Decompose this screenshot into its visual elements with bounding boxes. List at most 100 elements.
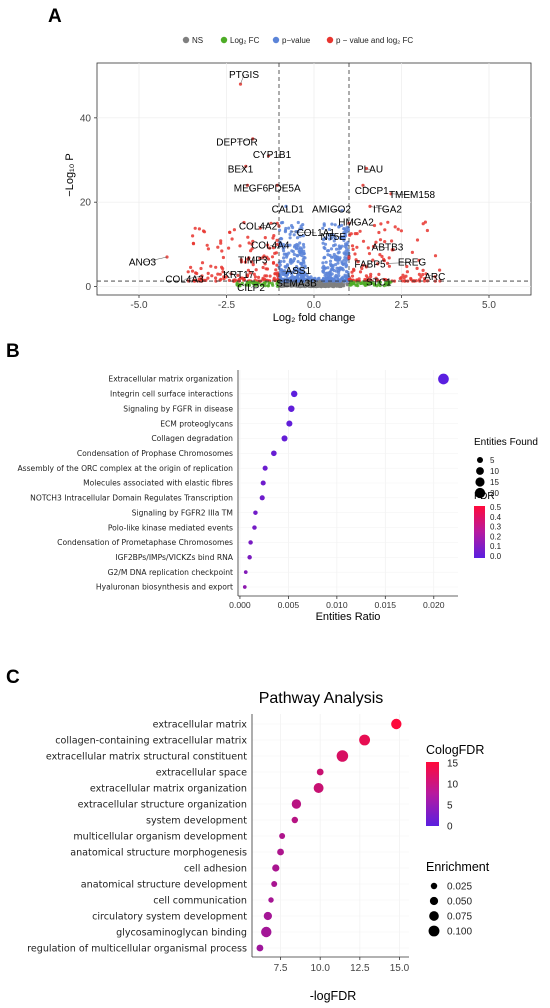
volcano-point [332, 268, 336, 273]
gene-label-NT5E: NT5E [320, 232, 346, 243]
gene-label-AMIGO2: AMIGO2 [312, 205, 351, 216]
volcano-point [324, 260, 328, 264]
volcano-point [266, 284, 270, 288]
point-c-1 [359, 734, 371, 746]
gene-label-ARC: ARC [424, 272, 445, 283]
volcano-point [284, 271, 288, 275]
volcano-point [387, 283, 391, 287]
category-b-13: G2/M DNA replication checkpoint [108, 568, 233, 577]
gene-connector-COL4A4 [270, 244, 278, 246]
volcano-point [372, 223, 377, 228]
volcano-point [298, 279, 302, 283]
volcano-point [415, 266, 419, 270]
panel-b-letter: B [6, 341, 20, 362]
volcano-point [415, 238, 420, 242]
volcano-point [342, 262, 346, 266]
volcano-point [336, 255, 340, 259]
category-b-2: Signaling by FGFR in disease [123, 404, 233, 413]
volcano-point [357, 277, 361, 281]
legend-a-label-2: p−value [282, 36, 311, 45]
volcano-point [340, 266, 344, 270]
volcano-point [298, 250, 302, 254]
volcano-point [264, 274, 269, 278]
gene-connector-STC1 [366, 279, 379, 283]
volcano-point [242, 220, 246, 225]
point-c-7 [279, 833, 286, 839]
category-c-5: extracellular structure organization [78, 799, 247, 810]
legend-c-size-swatch-3 [428, 925, 440, 937]
volcano-point [382, 277, 386, 282]
panel-c-category-labels: extracellular matrix collagen-containing … [27, 719, 247, 954]
volcano-point [303, 273, 307, 277]
category-c-4: extracellular matrix organization [90, 783, 247, 794]
legend-b-color-title: FDR [474, 491, 495, 502]
gene-connector-CILP2 [250, 282, 259, 288]
volcano-point [336, 261, 340, 265]
gene-connector-CALD1 [285, 206, 288, 210]
volcano-point [321, 261, 325, 265]
legend-c-size-label-2: 0.075 [447, 912, 472, 923]
gene-connector-COL4A3 [184, 275, 203, 280]
volcano-point [337, 247, 341, 251]
gene-label-CALD1: CALD1 [272, 205, 305, 216]
legend-a-label-3: p − value and log₂ FC [336, 36, 413, 45]
category-c-12: circulatory system development [92, 911, 247, 922]
gene-connector-CYP1B1 [268, 154, 273, 157]
category-b-10: Polo-like kinase mediated events [108, 523, 233, 532]
gene-connector-PDE5A [277, 185, 285, 189]
volcano-point [288, 243, 292, 247]
volcano-point [204, 278, 208, 282]
volcano-point [284, 204, 288, 208]
volcano-point [347, 221, 351, 225]
category-b-9: Signaling by FGFR2 IIIa TM [132, 508, 233, 517]
legend-b-size-swatch-3 [474, 487, 486, 499]
category-c-2: extracellular matrix structural constitu… [46, 751, 247, 762]
panel-b-gridlines [238, 370, 458, 596]
volcano-point [342, 227, 346, 231]
volcano-point [323, 242, 328, 246]
tick-label-c-x-1: 10.0 [310, 963, 330, 974]
volcano-point [271, 283, 275, 287]
point-c-8 [277, 848, 284, 856]
volcano-point [400, 279, 404, 283]
volcano-point [387, 264, 391, 268]
panel-c-x-axis-label: -logFDR [310, 989, 357, 1003]
volcano-point [424, 272, 428, 276]
point-c-9 [272, 864, 280, 872]
volcano-point [422, 279, 427, 283]
volcano-point [326, 249, 331, 253]
gene-label-PDE5A: PDE5A [268, 184, 301, 195]
volcano-point [286, 243, 290, 247]
volcano-point [421, 268, 425, 272]
volcano-point [383, 240, 387, 244]
volcano-point [275, 242, 279, 246]
volcano-point [258, 226, 262, 230]
point-c-0 [391, 718, 402, 730]
legend-a-swatch-1 [220, 36, 228, 44]
volcano-point [289, 258, 293, 262]
gene-label-ANO3: ANO3 [129, 257, 157, 268]
volcano-point [359, 281, 363, 285]
point-b-2 [288, 405, 295, 412]
volcano-point [273, 272, 277, 276]
legend-c-size-label-0: 0.025 [447, 882, 472, 893]
gene-connector-PTGIS [240, 74, 245, 85]
point-b-6 [262, 465, 268, 471]
volcano-point [385, 261, 390, 265]
volcano-point [334, 247, 339, 251]
volcano-point [387, 256, 391, 260]
volcano-point [364, 265, 368, 269]
volcano-point [371, 258, 375, 262]
volcano-point [324, 266, 328, 270]
volcano-point [393, 225, 397, 229]
volcano-point [220, 249, 224, 253]
volcano-point [241, 276, 246, 281]
category-c-6: system development [146, 815, 247, 826]
gene-label-EREG: EREG [398, 257, 427, 268]
volcano-point [288, 236, 292, 240]
volcano-point [219, 239, 223, 243]
volcano-point [303, 278, 307, 282]
legend-c-size-title: Enrichment [426, 860, 490, 874]
volcano-point [313, 276, 317, 280]
gene-label-MEGF6: MEGF6 [234, 184, 269, 195]
